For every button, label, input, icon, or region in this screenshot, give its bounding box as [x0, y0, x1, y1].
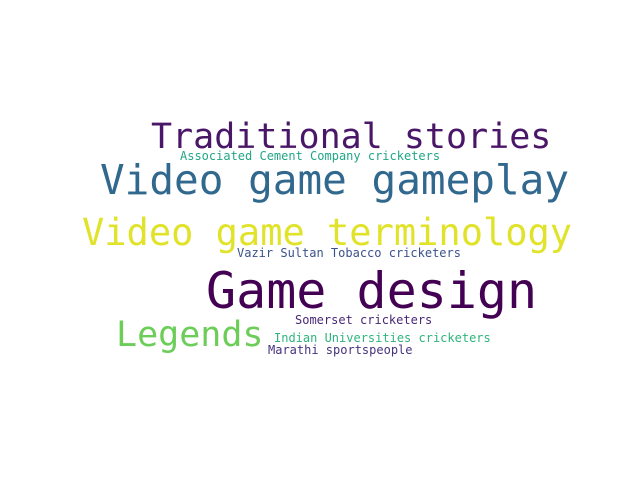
word-indian-universities-cricketers: Indian Universities cricketers	[274, 331, 491, 345]
word-legends: Legends	[116, 315, 264, 355]
word-associated-cement-company-cricketers: Associated Cement Company cricketers	[180, 149, 441, 163]
word-game-design: Game design	[206, 262, 538, 320]
word-vazir-sultan-tobacco-cricketers: Vazir Sultan Tobacco cricketers	[237, 246, 461, 260]
word-video-game-gameplay: Video game gameplay	[100, 156, 569, 204]
word-marathi-sportspeople: Marathi sportspeople	[268, 343, 413, 357]
word-video-game-terminology: Video game terminology	[82, 211, 573, 254]
word-somerset-cricketers: Somerset cricketers	[295, 313, 433, 327]
word-traditional-stories: Traditional stories	[151, 117, 552, 157]
